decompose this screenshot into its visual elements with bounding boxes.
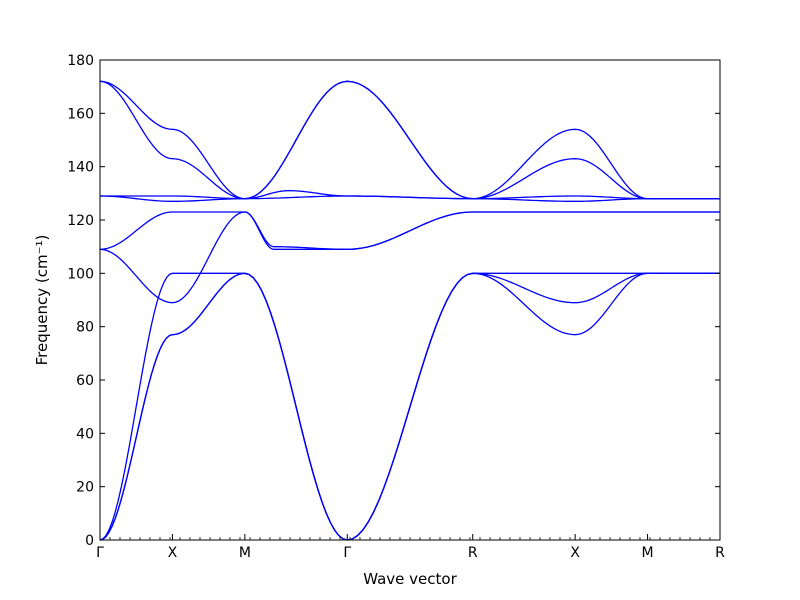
y-tick-label: 120 bbox=[67, 213, 94, 229]
y-tick-label: 0 bbox=[85, 533, 94, 549]
x-tick-label: X bbox=[570, 545, 580, 561]
y-tick-label: 20 bbox=[76, 480, 94, 496]
y-tick-label: 40 bbox=[76, 426, 94, 442]
band-line-4 bbox=[99, 211, 720, 304]
x-tick-label: Γ bbox=[96, 545, 104, 561]
x-tick-label: Γ bbox=[343, 545, 351, 561]
x-axis-label: Wave vector bbox=[363, 570, 457, 588]
y-tick-label: 80 bbox=[76, 320, 94, 336]
x-tick-label: R bbox=[715, 545, 725, 561]
axes: 0 20 40 60 80 100 120 140 160 180 Γ X M Γ R X M R bbox=[67, 53, 725, 561]
plot-frame bbox=[99, 59, 721, 541]
x-tick-label: M bbox=[642, 545, 654, 561]
band-line-9 bbox=[99, 80, 720, 200]
plot-area bbox=[99, 80, 720, 541]
band-line-3 bbox=[99, 272, 720, 541]
y-tick-label: 180 bbox=[67, 53, 94, 69]
x-tick-label: R bbox=[468, 545, 478, 561]
band-line-7 bbox=[99, 190, 720, 202]
band-line-5 bbox=[99, 211, 720, 250]
y-axis-label: Frequency (cm⁻¹) bbox=[33, 235, 51, 366]
y-tick-label: 140 bbox=[67, 160, 94, 176]
y-tick-label: 160 bbox=[67, 106, 94, 122]
x-tick-label: M bbox=[239, 545, 251, 561]
x-tick-label: X bbox=[168, 545, 178, 561]
y-tick-label: 100 bbox=[67, 266, 94, 282]
y-tick-label: 60 bbox=[76, 373, 94, 389]
